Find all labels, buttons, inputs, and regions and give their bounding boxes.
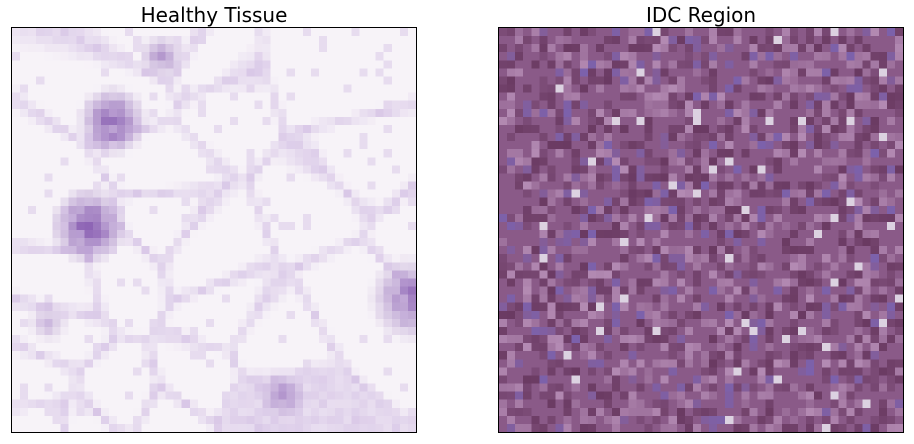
panel-title-idc: IDC Region <box>645 3 757 27</box>
healthy-tissue-canvas <box>12 28 416 432</box>
panel-healthy-tissue: Healthy Tissue <box>11 0 417 444</box>
healthy-tissue-image <box>11 27 417 433</box>
idc-region-canvas <box>499 28 903 432</box>
panel-idc-region: IDC Region <box>498 0 904 444</box>
panel-title-healthy: Healthy Tissue <box>140 3 288 27</box>
idc-region-image <box>498 27 904 433</box>
